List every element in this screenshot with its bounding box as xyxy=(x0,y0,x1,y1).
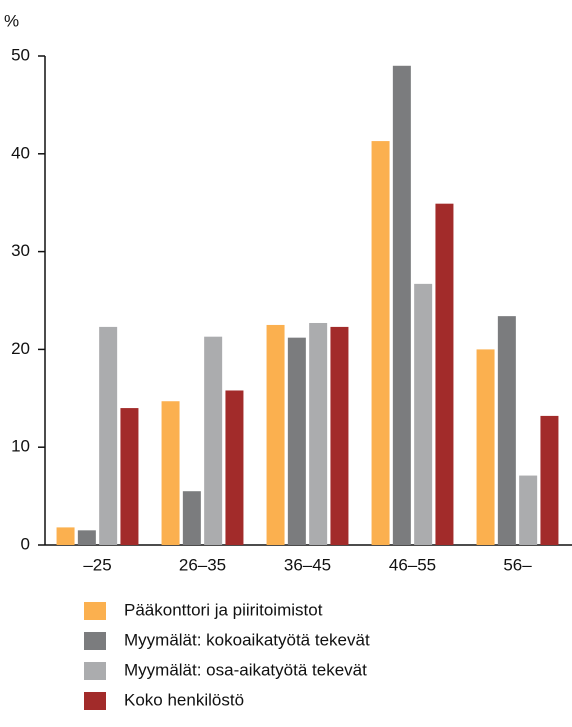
legend-label: Pääkonttori ja piiritoimistot xyxy=(124,600,323,619)
x-tick-label: 26–35 xyxy=(179,555,226,574)
legend-swatch xyxy=(84,692,106,710)
bar xyxy=(371,141,390,545)
y-tick-label: 50 xyxy=(11,45,30,64)
bar xyxy=(120,408,139,545)
y-tick-label: 40 xyxy=(11,143,30,162)
y-tick-label: 30 xyxy=(11,241,30,260)
bar xyxy=(77,530,96,545)
y-tick-label: 20 xyxy=(11,339,30,358)
bar xyxy=(414,283,433,545)
legend-label: Myymälät: kokoaikatyötä tekevät xyxy=(124,630,370,649)
legend-swatch xyxy=(84,602,106,620)
x-tick-label: 36–45 xyxy=(284,555,331,574)
bar xyxy=(309,322,328,545)
y-tick-label: 0 xyxy=(21,534,30,553)
bar xyxy=(56,527,75,545)
legend-swatch xyxy=(84,632,106,650)
bar xyxy=(287,337,306,545)
bar xyxy=(161,401,180,545)
bar xyxy=(435,203,454,546)
x-tick-label: 56– xyxy=(503,555,532,574)
bar xyxy=(204,336,223,545)
y-axis-label: % xyxy=(4,11,19,30)
bar xyxy=(392,65,411,545)
bar xyxy=(330,326,349,545)
bar xyxy=(540,415,559,545)
x-tick-label: –25 xyxy=(83,555,111,574)
bar xyxy=(182,491,201,545)
bar xyxy=(519,475,538,545)
bar xyxy=(266,324,285,545)
bar xyxy=(497,316,516,545)
y-tick-label: 10 xyxy=(11,437,30,456)
bar xyxy=(476,349,495,545)
bar xyxy=(99,326,118,545)
x-tick-label: 46–55 xyxy=(389,555,436,574)
legend-label: Koko henkilöstö xyxy=(124,690,244,709)
legend-swatch xyxy=(84,662,106,680)
bar xyxy=(225,390,244,545)
legend-label: Myymälät: osa-aikatyötä tekevät xyxy=(124,660,367,679)
